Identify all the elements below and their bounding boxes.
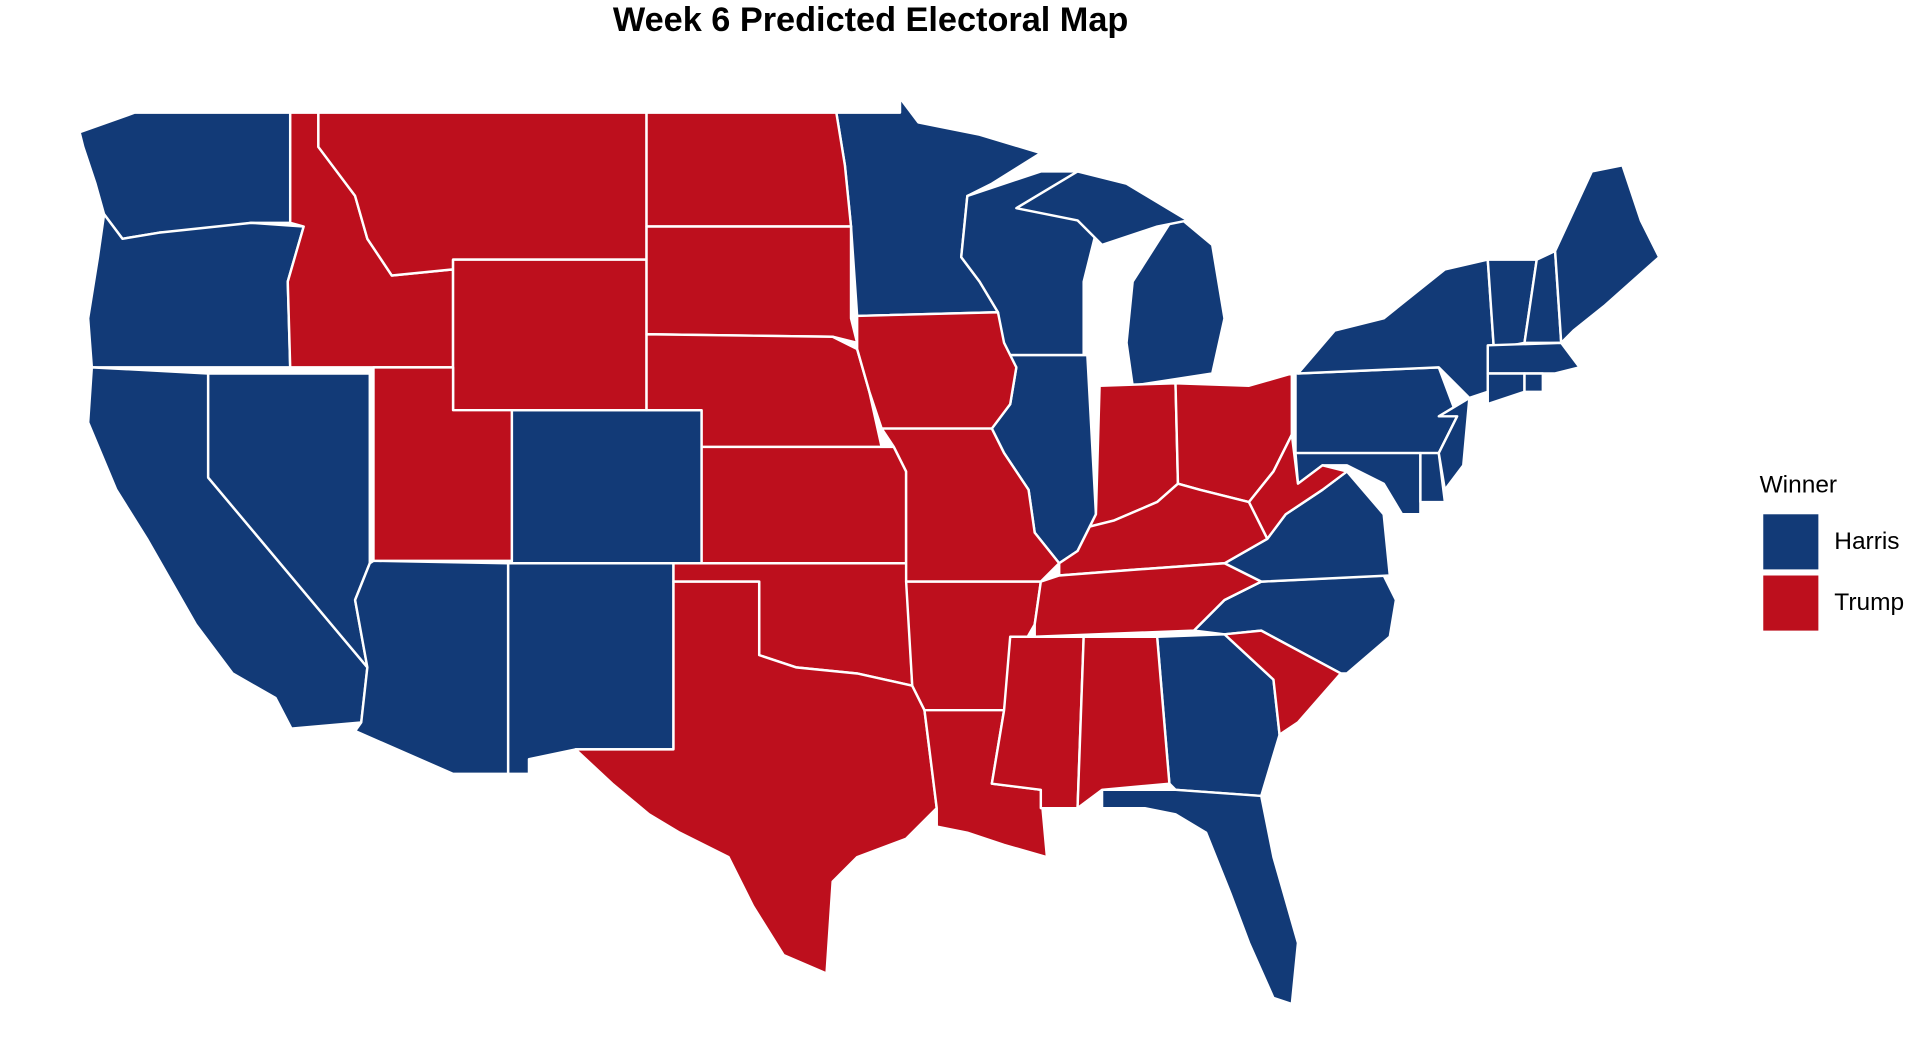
state-ct: [1486, 372, 1526, 406]
state-ut: [372, 366, 514, 563]
state-sd: [645, 225, 859, 345]
state-fl: [1100, 788, 1300, 1006]
state-wv: [1247, 433, 1349, 540]
state-wa: [78, 111, 292, 240]
state-ks: [700, 445, 908, 565]
states: [78, 96, 1661, 1006]
state-wy: [451, 258, 648, 412]
state-mi-up: [1015, 170, 1189, 247]
state-tn: [1033, 562, 1263, 638]
legend-swatch: [1763, 514, 1819, 570]
state-tx: [574, 580, 938, 975]
state-or: [86, 213, 305, 369]
legend-swatch: [1763, 575, 1819, 631]
state-nd: [645, 111, 853, 228]
state-al: [1076, 635, 1171, 810]
state-nm: [506, 562, 675, 776]
legend-title: Winner: [1760, 472, 1838, 499]
state-ri: [1523, 372, 1545, 394]
legend-label: Harris: [1834, 528, 1899, 555]
state-pa: [1294, 366, 1459, 455]
state-co: [510, 408, 703, 565]
legend-label: Trump: [1834, 589, 1904, 616]
state-ia: [855, 311, 1018, 430]
state-sc: [1223, 629, 1343, 736]
state-de: [1419, 451, 1447, 504]
map-title: Week 6 Predicted Electoral Map: [613, 1, 1128, 39]
state-az: [353, 559, 510, 776]
state-ma: [1486, 341, 1581, 375]
state-mi: [1125, 213, 1226, 387]
state-me: [1553, 164, 1661, 345]
